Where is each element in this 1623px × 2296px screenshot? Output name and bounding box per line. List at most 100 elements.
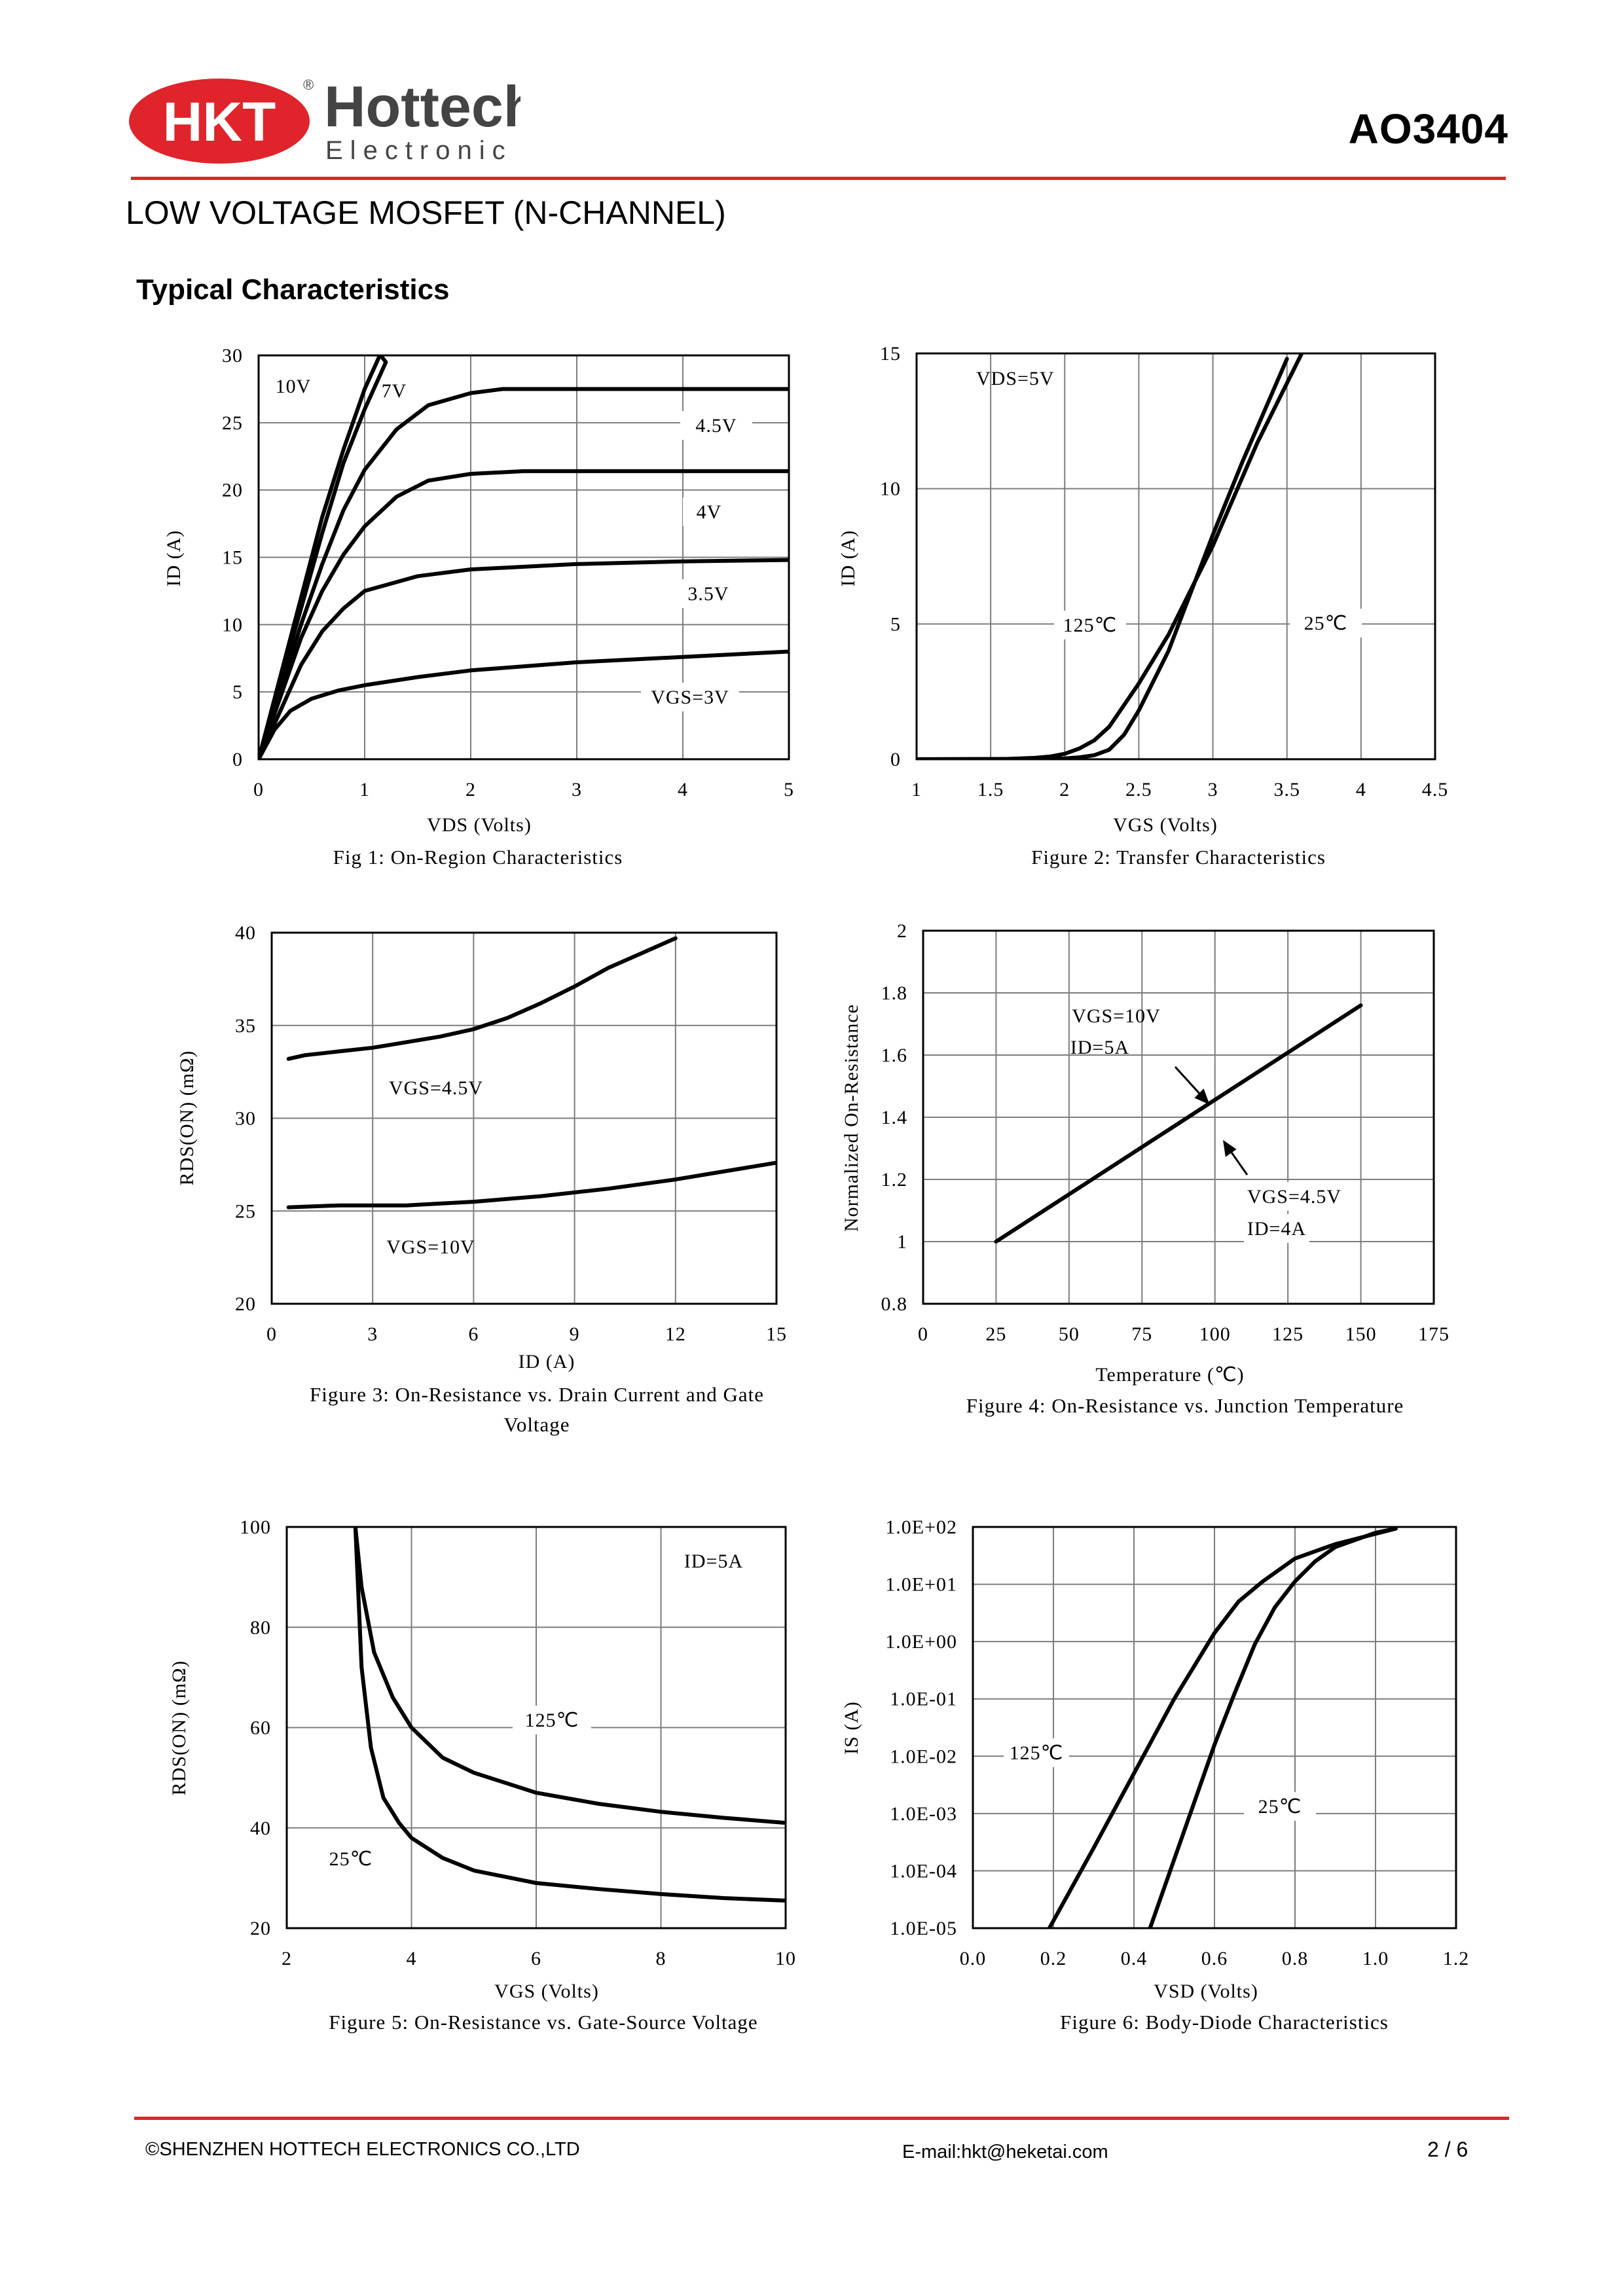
fig1-ytick-label: 0 xyxy=(232,749,243,770)
fig6-ytick-label: 1.0E-04 xyxy=(890,1860,957,1882)
fig2-annotation: VDS=5V xyxy=(976,368,1055,389)
fig1-series-label: 4.5V xyxy=(695,415,737,437)
fig3-xtick-label: 3 xyxy=(367,1323,378,1345)
fig4-arrow-head xyxy=(1194,1088,1210,1105)
fig1-series-line xyxy=(259,558,789,759)
part-number: AO3404 xyxy=(1348,105,1508,152)
fig3-series-line xyxy=(286,936,678,1061)
fig3-ytick-label: 20 xyxy=(235,1293,256,1315)
fig4-xaxis-label: Temperature (℃) xyxy=(1095,1364,1244,1386)
fig1-series-line xyxy=(259,649,789,759)
logo-sub: Electronic xyxy=(325,136,513,165)
fig2-xaxis-label: VGS (Volts) xyxy=(1113,814,1218,836)
fig2-xtick-label: 3 xyxy=(1208,779,1218,800)
fig6-label-bg xyxy=(1004,1738,1069,1767)
fig4-series-line xyxy=(994,1003,1363,1244)
fig1-ytick-label: 5 xyxy=(232,681,243,703)
fig4-plot-frame xyxy=(922,929,1435,1305)
fig3-ytick-label: 25 xyxy=(235,1200,256,1222)
fig4-xtick-label: 0 xyxy=(918,1323,928,1345)
fig6-xaxis-label: VSD (Volts) xyxy=(1154,1981,1258,2002)
fig5-xtick-label: 8 xyxy=(656,1948,666,1969)
fig1-series-label: 10V xyxy=(276,376,312,397)
fig5-ytick-label: 100 xyxy=(240,1516,271,1538)
fig5-series-label: 25℃ xyxy=(329,1848,373,1870)
fig5-series-label: 125℃ xyxy=(525,1710,579,1731)
fig4-xtick-label: 125 xyxy=(1272,1323,1304,1345)
fig2-series-label: 25℃ xyxy=(1304,613,1348,634)
fig3-xtick-label: 6 xyxy=(468,1323,479,1345)
fig4-series-label: ID=4A xyxy=(1247,1218,1306,1240)
fig5-xtick-label: 4 xyxy=(407,1948,417,1969)
fig2-xtick-label: 2.5 xyxy=(1125,779,1152,800)
fig5-xaxis-label: VGS (Volts) xyxy=(494,1981,599,2002)
fig1-xtick-label: 1 xyxy=(359,779,370,800)
fig3-ytick-label: 30 xyxy=(235,1108,256,1130)
fig4-xtick-label: 150 xyxy=(1345,1323,1377,1345)
fig4-chart: 0 25 50 75 100 125 150 175 0.8 1 1.2 1.4 1.6 1.8 2 Temp… xyxy=(841,920,1450,1386)
fig1-label-bg xyxy=(641,683,739,711)
logo-mark: HKT xyxy=(163,91,276,152)
fig3-ytick-label: 35 xyxy=(235,1015,256,1037)
fig1-xtick-label: 4 xyxy=(678,779,688,800)
fig1-series-line xyxy=(259,387,789,759)
fig1-ytick-label: 30 xyxy=(222,345,243,367)
fig2-xtick-label: 3.5 xyxy=(1273,779,1300,800)
fig5-xtick-label: 2 xyxy=(282,1948,292,1969)
hottech-logo: HKT Hottech ® Electronic xyxy=(129,75,520,165)
fig6-series-line xyxy=(1148,1527,1398,1928)
page-subtitle: LOW VOLTAGE MOSFET (N-CHANNEL) xyxy=(126,194,726,231)
fig2-series-label: 125℃ xyxy=(1063,615,1118,636)
fig4-xtick-label: 50 xyxy=(1059,1323,1080,1345)
fig2-plot-frame xyxy=(915,352,1436,761)
fig6-xtick-label: 0.6 xyxy=(1201,1948,1228,1969)
fig2-xtick-label: 1 xyxy=(911,779,922,800)
fig1-ytick-label: 20 xyxy=(222,480,243,501)
fig5-ytick-label: 80 xyxy=(250,1617,271,1638)
fig2-xtick-label: 1.5 xyxy=(977,779,1004,800)
fig2-xtick-label: 2 xyxy=(1059,779,1070,800)
fig6-xtick-label: 1.2 xyxy=(1443,1948,1470,1969)
fig6-ytick-label: 1.0E+01 xyxy=(885,1574,957,1596)
fig3-series-line xyxy=(286,1160,776,1210)
fig1-series-line xyxy=(259,469,789,759)
fig5-chart: 2 4 6 8 10 20 40 60 80 100 VGS (Volts) RDS(ON) (mΩ) xyxy=(168,1516,795,2002)
fig4-label-bg xyxy=(1244,1214,1309,1243)
fig4-ytick-label: 1.4 xyxy=(881,1107,908,1128)
fig6-chart: 0.0 0.2 0.4 0.6 0.8 1.0 1.2 1.0E-05 1.0E-04 1.0E-… xyxy=(841,1516,1470,2002)
fig1-xtick-label: 5 xyxy=(784,779,794,800)
fig4-xtick-label: 75 xyxy=(1131,1323,1152,1345)
fig2-ytick-label: 0 xyxy=(890,749,901,770)
fig4-xtick-label: 175 xyxy=(1418,1323,1450,1345)
fig4-xtick-label: 100 xyxy=(1199,1323,1231,1345)
fig6-label-bg xyxy=(1244,1792,1316,1821)
logo-name: Hottech xyxy=(324,75,520,139)
fig6-xtick-label: 0.4 xyxy=(1121,1948,1148,1969)
fig2-caption: Figure 2: Transfer Characteristics xyxy=(1031,846,1326,869)
fig4-series-label: VGS=4.5V xyxy=(1247,1186,1341,1208)
fig3-xtick-label: 9 xyxy=(570,1323,580,1345)
fig3-xtick-label: 12 xyxy=(665,1323,686,1345)
footer-company: ©SHENZHEN HOTTECH ELECTRONICS CO.,LTD xyxy=(145,2139,580,2160)
fig4-ytick-label: 1 xyxy=(897,1231,907,1253)
fig1-label-bg xyxy=(680,411,752,440)
header-rule xyxy=(131,177,1506,180)
fig1-label-bg xyxy=(672,579,744,608)
footer-page: 2 / 6 xyxy=(1427,2138,1468,2161)
fig1-series-label: VGS=3V xyxy=(651,687,729,708)
fig4-ytick-label: 2 xyxy=(897,920,907,942)
fig2-xtick-label: 4.5 xyxy=(1422,779,1449,800)
fig6-xtick-label: 0.2 xyxy=(1040,1948,1067,1969)
fig1-series-line xyxy=(259,355,388,759)
fig4-ytick-label: 1.2 xyxy=(881,1169,908,1191)
fig3-caption: Figure 3: On-Resistance vs. Drain Curren… xyxy=(310,1383,764,1436)
fig4-series-label: ID=5A xyxy=(1070,1037,1129,1058)
fig6-ytick-label: 1.0E-05 xyxy=(890,1918,957,1939)
fig5-yaxis-label: RDS(ON) (mΩ) xyxy=(168,1660,190,1796)
fig6-xtick-label: 0.0 xyxy=(960,1948,987,1969)
fig1-series-label: 7V xyxy=(382,380,407,402)
fig1-plot-frame xyxy=(257,354,790,761)
fig5-series-line xyxy=(353,1527,786,1825)
fig6-yaxis-label: IS (A) xyxy=(841,1701,862,1755)
